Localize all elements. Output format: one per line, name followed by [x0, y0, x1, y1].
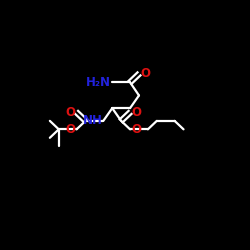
Text: O: O: [66, 106, 76, 119]
Text: O: O: [66, 123, 76, 136]
Text: H₂N: H₂N: [86, 76, 111, 89]
Text: O: O: [131, 106, 141, 119]
Text: NH: NH: [82, 114, 102, 127]
Text: O: O: [140, 68, 150, 80]
Text: O: O: [131, 123, 141, 136]
